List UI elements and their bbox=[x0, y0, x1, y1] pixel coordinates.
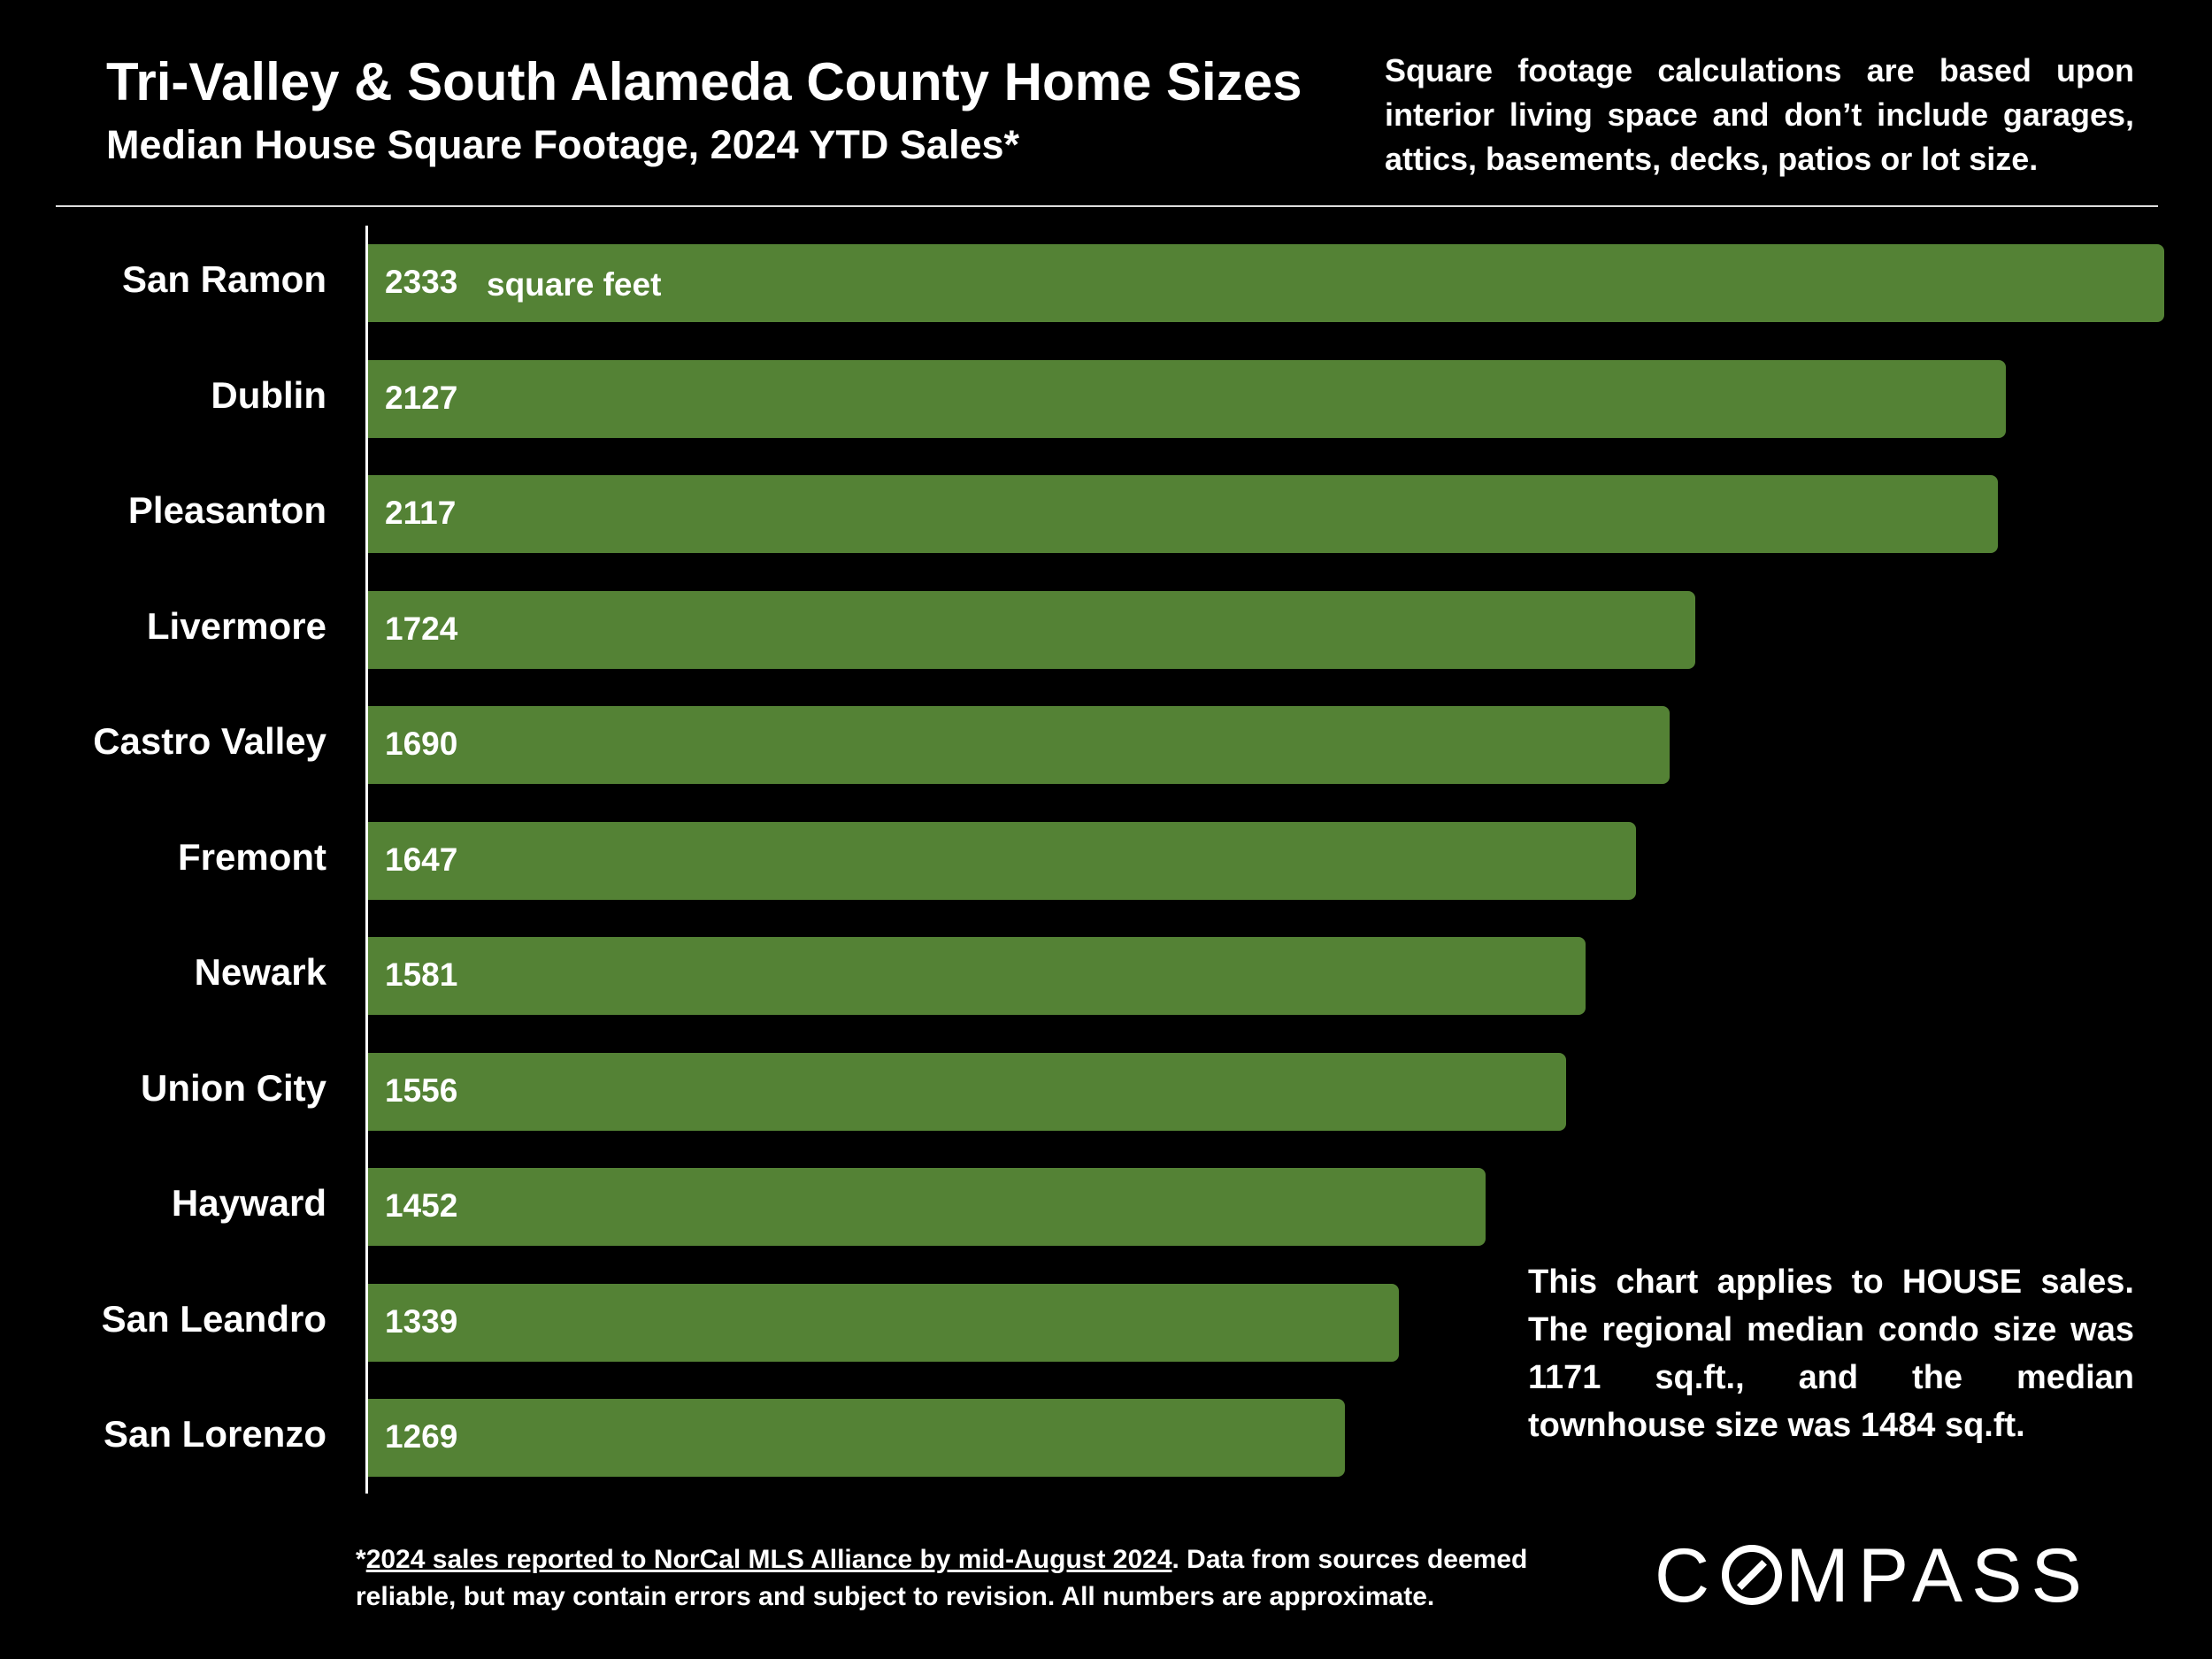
category-label: Livermore bbox=[146, 604, 326, 647]
bar-value-label: 1690 bbox=[385, 726, 458, 762]
footer-asterisk: * bbox=[356, 1545, 366, 1574]
bar-hayward bbox=[368, 1168, 1486, 1246]
bar-value-label: 2127 bbox=[385, 379, 458, 416]
category-label: San Leandro bbox=[101, 1297, 326, 1340]
bar-san-leandro bbox=[368, 1283, 1400, 1362]
category-label: San Lorenzo bbox=[103, 1413, 326, 1455]
category-label: Union City bbox=[141, 1066, 326, 1109]
bar-pleasanton bbox=[368, 475, 1999, 553]
category-label: Hayward bbox=[171, 1182, 326, 1224]
bar-value-label: 2333 bbox=[385, 264, 458, 300]
chart-title: Tri-Valley & South Alameda County Home S… bbox=[106, 52, 1302, 111]
bar-value-label: 1581 bbox=[385, 956, 458, 993]
bar-value-label: 1269 bbox=[385, 1418, 458, 1455]
category-label: Castro Valley bbox=[93, 720, 326, 762]
logo-compass-icon bbox=[1722, 1545, 1783, 1605]
compass-logo: C MPASS bbox=[1655, 1532, 2091, 1620]
bar-dublin bbox=[368, 359, 2006, 438]
category-label: Pleasanton bbox=[127, 489, 326, 531]
header-divider bbox=[56, 205, 2158, 207]
bar-newark bbox=[368, 937, 1586, 1015]
footer-note: *2024 sales reported to NorCal MLS Allia… bbox=[356, 1541, 1594, 1616]
bar-union-city bbox=[368, 1052, 1566, 1131]
bar-value-label: 2117 bbox=[385, 495, 457, 531]
methodology-note: Square footage calculations are based up… bbox=[1385, 52, 2134, 177]
footer-disclaimer: . Data from sources deemed reliable, but… bbox=[356, 1545, 1528, 1611]
bar-value-label: 1647 bbox=[385, 841, 458, 878]
bar-san-ramon bbox=[368, 244, 2164, 322]
bar-value-label: 1452 bbox=[385, 1187, 458, 1224]
bar-san-lorenzo bbox=[368, 1399, 1346, 1477]
unit-label: square feet bbox=[487, 266, 662, 303]
bar-livermore bbox=[368, 590, 1696, 669]
category-label: Dublin bbox=[211, 373, 326, 416]
bar-value-label: 1556 bbox=[385, 1071, 458, 1109]
bar-castro-valley bbox=[368, 706, 1670, 784]
logo-text-end: MPASS bbox=[1786, 1533, 2091, 1618]
category-label: Fremont bbox=[178, 835, 326, 878]
category-label: San Ramon bbox=[121, 258, 326, 300]
y-axis-line bbox=[365, 226, 368, 1494]
bar-value-label: 1724 bbox=[385, 610, 458, 647]
house-sales-note: This chart applies to HOUSE sales. The r… bbox=[1528, 1263, 2134, 1444]
category-label: Newark bbox=[194, 951, 326, 993]
source-link[interactable]: 2024 sales reported to NorCal MLS Allian… bbox=[365, 1545, 1172, 1574]
chart-subtitle: Median House Square Footage, 2024 YTD Sa… bbox=[106, 122, 1020, 167]
bar-fremont bbox=[368, 821, 1637, 900]
logo-text-start: C bbox=[1655, 1533, 1719, 1618]
bar-value-label: 1339 bbox=[385, 1302, 458, 1340]
